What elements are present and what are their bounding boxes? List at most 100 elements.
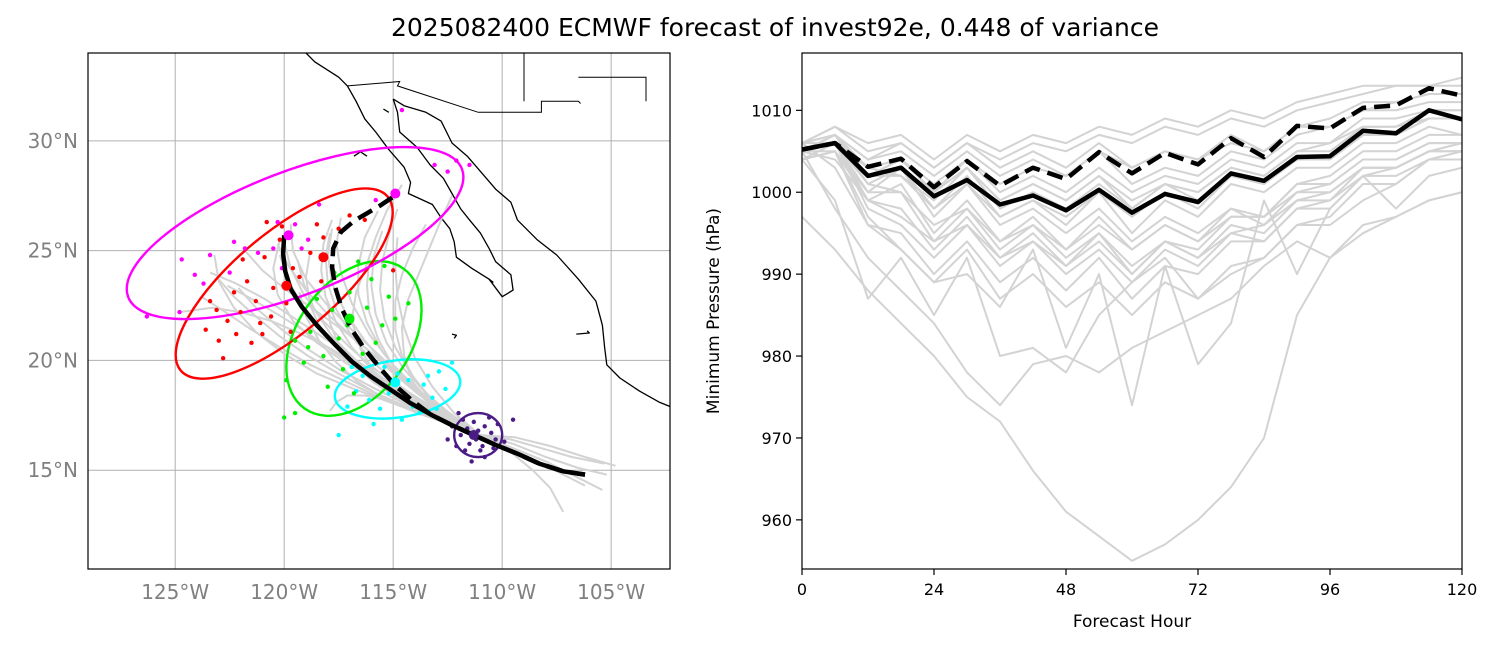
cluster-point <box>390 268 396 273</box>
cluster-point <box>347 213 352 218</box>
cluster-point <box>382 364 387 370</box>
cluster-point <box>231 239 237 245</box>
coastline <box>576 330 590 335</box>
cluster-point <box>340 366 346 372</box>
pressure-member-line <box>802 142 1462 300</box>
cluster-point <box>192 272 198 277</box>
pressure-x-tick-label: 96 <box>1320 580 1340 599</box>
member-track <box>480 434 616 467</box>
cluster-point <box>220 356 226 361</box>
map-lon-tick-label: 125°W <box>141 580 209 604</box>
cluster-point <box>242 246 248 251</box>
cluster-point <box>299 246 304 251</box>
cluster-point <box>277 237 283 242</box>
cluster-point <box>329 307 335 313</box>
pressure-x-axis-label: Forecast Hour <box>1073 612 1191 632</box>
cluster-point <box>489 430 494 436</box>
pressure-mean-lines <box>802 85 1462 215</box>
cluster-point <box>486 415 492 420</box>
cluster-point <box>480 443 485 449</box>
cluster-point <box>417 410 422 416</box>
coastline <box>451 333 458 339</box>
cluster-point <box>216 338 221 343</box>
cluster-point <box>225 318 230 324</box>
cluster-point <box>177 309 182 315</box>
pressure-member-line <box>802 76 1462 161</box>
cluster-point <box>436 369 442 374</box>
cluster-point <box>271 246 276 251</box>
cluster-point <box>336 226 341 231</box>
cluster-point <box>262 255 267 260</box>
cluster-point <box>380 323 385 328</box>
cluster-centroid <box>344 313 355 324</box>
cluster-point <box>373 197 378 203</box>
cluster-point <box>253 298 259 304</box>
cluster-point <box>288 329 293 335</box>
pressure-member-line <box>802 142 1462 407</box>
cluster-point <box>395 371 400 376</box>
cluster-point <box>454 443 459 449</box>
pressure-x-tick-label: 120 <box>1447 580 1478 599</box>
cluster-point <box>271 285 276 291</box>
cluster-point <box>238 309 243 315</box>
cluster-point <box>349 364 354 370</box>
cluster-point <box>364 305 370 310</box>
cluster-point <box>345 404 350 409</box>
pressure-y-tick-label: 960 <box>761 511 792 530</box>
cluster-point <box>281 415 287 420</box>
cluster-centroids <box>281 188 479 441</box>
cluster-point <box>244 279 250 284</box>
coastline <box>392 98 670 408</box>
cluster-point <box>234 331 239 337</box>
cluster-point <box>207 298 213 304</box>
cluster-point <box>467 441 472 447</box>
pressure-member-line <box>802 142 1462 251</box>
cluster-point <box>482 424 487 429</box>
member-track <box>394 237 482 436</box>
pressure-panel: 0 24 48 72 96 120 960 970 980 990 1000 1010 Foreca… <box>704 52 1477 632</box>
pressure-y-tick-label: 1000 <box>751 183 792 202</box>
cluster-centroid <box>283 230 294 241</box>
pressure-mean-solid <box>802 108 1462 215</box>
country-border <box>578 76 647 102</box>
cluster-point <box>393 316 398 321</box>
map-lon-tick-label: 120°W <box>250 580 318 604</box>
pressure-member-line <box>802 150 1462 407</box>
pressure-member-line <box>802 93 1462 169</box>
cluster-point <box>421 382 426 387</box>
cluster-centroid <box>468 430 479 441</box>
map-lon-tick-label: 110°W <box>468 580 536 604</box>
member-track <box>276 243 481 436</box>
cluster-point <box>292 222 298 227</box>
pressure-member-line <box>802 117 1462 218</box>
pressure-y-tick-label: 990 <box>761 265 792 284</box>
cluster-ellipse <box>125 145 465 321</box>
cluster-point <box>467 162 472 168</box>
cluster-point <box>386 294 392 299</box>
pressure-member-line <box>802 191 1462 562</box>
pressure-x-tick-label: 0 <box>797 580 807 599</box>
pressure-x-ticks: 0 24 48 72 96 120 <box>797 569 1477 599</box>
cluster-centroid <box>281 280 292 291</box>
cluster-point <box>371 421 376 427</box>
cluster-point <box>321 235 326 240</box>
cluster-point <box>292 410 298 416</box>
cluster-point <box>434 406 439 411</box>
map-lon-tick-label: 115°W <box>359 580 427 604</box>
cluster-point <box>260 331 265 337</box>
cluster-point <box>356 259 361 264</box>
pressure-y-tick-label: 970 <box>761 429 792 448</box>
pressure-member-line <box>802 93 1462 185</box>
cluster-point <box>207 252 213 258</box>
cluster-ellipse <box>285 259 423 417</box>
cluster-point <box>203 327 208 332</box>
member-track <box>324 232 481 436</box>
map-longitude-tick-labels: 125°W 120°W 115°W 110°W 105°W <box>141 580 645 604</box>
cluster-point <box>325 384 330 389</box>
coastline <box>488 278 494 284</box>
cluster-point <box>347 290 352 295</box>
cluster-point <box>377 406 383 411</box>
pressure-member-line <box>802 150 1462 276</box>
cluster-point <box>478 448 483 453</box>
cluster-point <box>482 454 487 460</box>
